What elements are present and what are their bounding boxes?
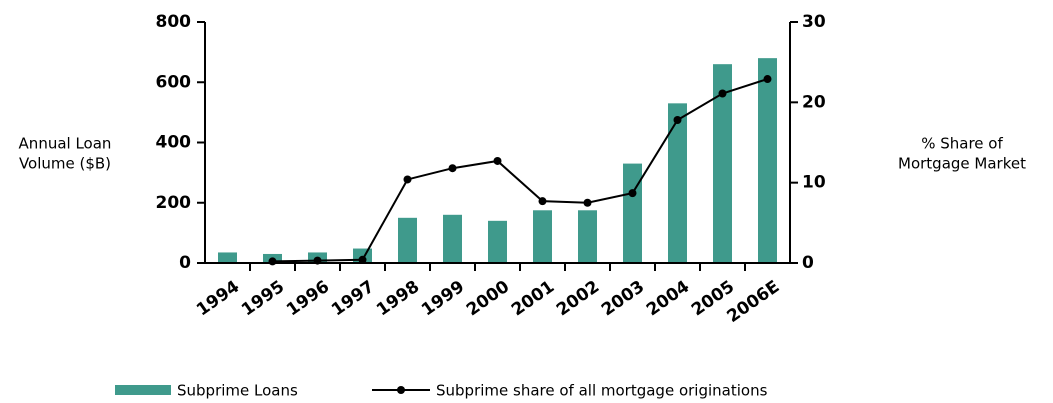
share-point [628,189,637,198]
bar [398,217,417,263]
bar [623,163,642,263]
x-tick-label: 1998 [373,277,423,321]
y2-axis-title: Mortgage Market [898,155,1026,173]
y-tick-label: 200 [156,193,192,213]
x-tick-label: 1999 [418,277,468,321]
bar [533,210,552,263]
bar [578,210,597,263]
x-tick-label: 2004 [643,277,693,321]
x-tick-label: 2000 [463,277,513,321]
x-tick-label: 2001 [508,277,558,321]
y2-tick-label: 20 [802,92,826,112]
legend-label: Subprime Loans [177,382,298,400]
bar [443,214,462,263]
y-tick-label: 600 [156,72,192,92]
x-tick-label: 2006E [723,277,783,327]
y2-tick-label: 0 [802,253,814,273]
legend-label: Subprime share of all mortgage originati… [436,382,768,400]
y-tick-label: 400 [156,133,192,153]
x-tick-label: 1995 [238,277,288,321]
legend-dot [397,386,405,394]
bar [758,58,777,264]
x-tick-label: 1997 [328,277,378,321]
share-point [313,256,322,265]
y2-tick-label: 10 [802,173,826,193]
y2-axis-title: % Share of [921,135,1003,153]
y-tick-label: 800 [156,12,192,32]
bar [713,64,732,263]
share-point [268,257,277,266]
x-tick-label: 1996 [283,277,333,321]
share-point [673,116,682,125]
share-point [583,198,592,207]
share-point [538,197,547,206]
bar [668,103,687,264]
bar [218,252,237,263]
share-point [358,255,367,264]
x-tick-label: 1994 [193,277,243,321]
legend-swatch [115,385,171,395]
y-axis-title: Volume ($B) [19,155,111,173]
x-tick-label: 2003 [598,277,648,321]
share-point [448,164,457,173]
bar [488,220,507,263]
y-tick-label: 0 [179,253,191,273]
share-point [718,89,727,98]
y2-tick-label: 30 [802,12,826,32]
y-axis-title: Annual Loan [19,135,112,153]
x-tick-label: 2002 [553,277,603,321]
share-point [493,156,502,165]
share-point [403,175,412,184]
share-line [272,78,768,263]
share-point [763,75,772,84]
